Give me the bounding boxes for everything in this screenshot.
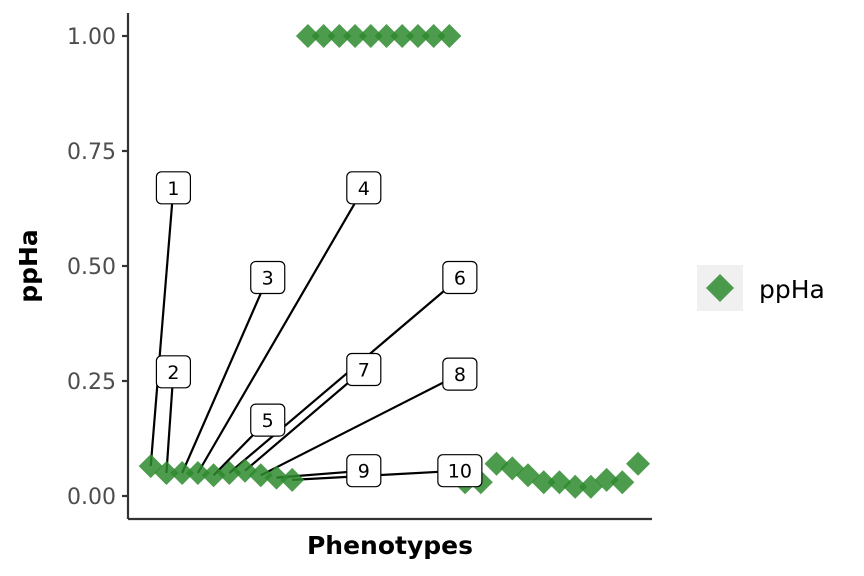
point-label-text: 3 — [262, 268, 274, 290]
data-point — [217, 461, 242, 485]
y-tick-label: 1.00 — [67, 25, 116, 50]
label-leader-line — [196, 187, 365, 474]
label-leader-line — [228, 276, 461, 474]
data-point — [295, 24, 320, 48]
point-label-text: 8 — [454, 364, 466, 386]
point-label-box — [250, 403, 286, 437]
x-axis-title: Phenotypes — [307, 531, 473, 560]
data-point — [311, 24, 336, 48]
point-label-box — [155, 355, 192, 389]
data-point — [248, 463, 273, 488]
point-label-text: 1 — [167, 178, 179, 200]
data-point — [421, 24, 446, 48]
label-leader-line — [244, 368, 365, 472]
point-label: 2 — [155, 355, 192, 389]
label-leader-lines — [149, 187, 461, 481]
axes: 0.00 0.25 0.50 0.75 1.00 — [67, 13, 652, 521]
point-label-box — [346, 352, 382, 387]
legend: ppHa — [697, 265, 825, 311]
point-label-box — [250, 260, 286, 295]
data-point — [343, 24, 368, 48]
y-tick-label: 0.75 — [67, 140, 116, 165]
point-label-text: 9 — [358, 461, 370, 483]
y-axis-title: ppHa — [14, 229, 43, 303]
data-points — [138, 24, 651, 499]
point-label-box — [442, 357, 478, 391]
point-label: 6 — [442, 260, 478, 295]
point-label-box — [155, 171, 192, 205]
point-label-text: 5 — [262, 410, 274, 432]
point-label-text: 10 — [448, 461, 472, 483]
point-label-text: 4 — [358, 178, 370, 200]
data-point — [327, 24, 352, 48]
label-leader-line — [165, 371, 175, 474]
point-label: 3 — [250, 260, 286, 295]
point-label-box — [437, 454, 483, 488]
data-point — [201, 463, 226, 488]
point-label-box — [346, 454, 382, 488]
data-point — [374, 24, 399, 48]
point-label: 1 — [155, 171, 192, 205]
data-point — [405, 24, 430, 48]
data-point — [185, 461, 210, 485]
y-tick-label: 0.50 — [67, 255, 116, 280]
data-point — [358, 24, 383, 48]
point-label: 4 — [346, 171, 382, 205]
point-label-text: 6 — [454, 268, 466, 290]
point-label-text: 2 — [167, 362, 179, 384]
point-label: 9 — [346, 454, 382, 488]
legend-label: ppHa — [759, 275, 825, 304]
data-point — [594, 467, 619, 492]
data-point — [264, 465, 289, 490]
point-label: 8 — [442, 357, 478, 391]
point-label: 5 — [250, 403, 286, 437]
y-tick-label: 0.00 — [67, 485, 116, 510]
data-point — [154, 461, 179, 485]
data-point — [610, 470, 635, 495]
y-tick-label: 0.25 — [67, 370, 116, 395]
data-point — [437, 24, 462, 48]
point-label-text: 7 — [358, 360, 370, 382]
point-label: 7 — [346, 352, 382, 387]
data-point — [390, 24, 415, 48]
point-label-box — [346, 171, 382, 205]
data-point — [170, 461, 195, 485]
data-point — [531, 470, 556, 495]
point-labels: 1 2 3 4 5 6 7 8 9 10 — [155, 171, 483, 488]
point-label-box — [442, 260, 478, 295]
data-point — [626, 451, 651, 476]
point-label: 10 — [437, 454, 483, 488]
data-point — [280, 467, 305, 492]
data-point — [563, 474, 588, 499]
label-leader-line — [260, 373, 461, 477]
legend-key-diamond — [706, 274, 734, 302]
label-leader-line — [149, 187, 175, 467]
label-leader-line — [181, 277, 269, 474]
